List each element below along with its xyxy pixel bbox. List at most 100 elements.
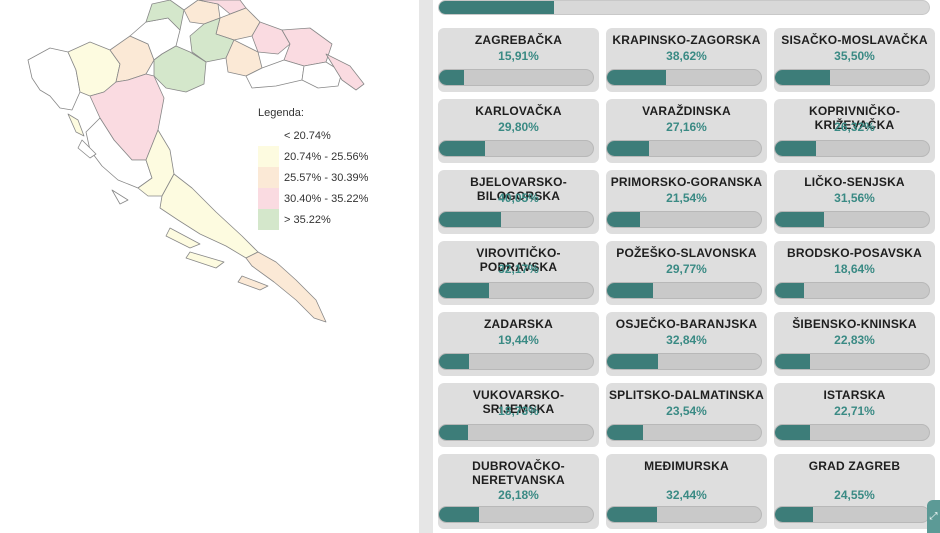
legend-row: 30.40% - 35.22% — [258, 188, 368, 209]
county-card[interactable]: ZAGREBAČKA 15,91% — [438, 28, 599, 92]
county-progress-fill — [439, 212, 501, 227]
legend-row: < 20.74% — [258, 125, 368, 146]
region-splitsko-dalmatinska[interactable] — [159, 173, 259, 259]
county-percentage: 35,50% — [834, 49, 875, 63]
county-card[interactable]: KOPRIVNIČKO-KRIŽEVAČKA 26,32% — [774, 99, 935, 163]
county-name: BJELOVARSKO-BILOGORSKA — [470, 175, 567, 203]
county-card[interactable]: ISTARSKA 22,71% — [774, 383, 935, 447]
county-progress-fill — [775, 212, 824, 227]
county-name: VIROVITIČKO-PODRAVSKA — [476, 246, 561, 274]
county-progress-bar — [774, 211, 930, 228]
county-card[interactable]: SPLITSKO-DALMATINSKA 23,54% — [606, 383, 767, 447]
county-name: PRIMORSKO-GORANSKA — [610, 175, 763, 189]
county-percentage: 29,77% — [666, 262, 707, 276]
county-progress-bar — [774, 140, 930, 157]
legend-swatch — [258, 188, 279, 209]
county-progress-bar — [774, 424, 930, 441]
county-card[interactable]: MEĐIMURSKA 32,44% — [606, 454, 767, 529]
county-percentage: 22,71% — [834, 404, 875, 418]
county-percentage: 40,05% — [498, 191, 539, 205]
panel-divider — [419, 0, 433, 533]
county-card[interactable]: ŠIBENSKO-KNINSKA 22,83% — [774, 312, 935, 376]
county-percentage: 22,83% — [834, 333, 875, 347]
region-viroviticko-podravska[interactable] — [251, 21, 291, 55]
county-progress-bar — [606, 282, 762, 299]
region-osjecko-baranjska[interactable] — [281, 27, 333, 67]
county-card[interactable]: DUBROVAČKO-NERETVANSKA 26,18% — [438, 454, 599, 529]
county-progress-bar — [438, 353, 594, 370]
county-name: ZAGREBAČKA — [474, 33, 563, 47]
legend-swatch — [258, 146, 279, 167]
county-card[interactable]: LIČKO-SENJSKA 31,56% — [774, 170, 935, 234]
overall-progress-fill — [439, 1, 555, 14]
county-percentage: 32,84% — [666, 333, 707, 347]
county-name: GRAD ZAGREB — [808, 459, 901, 473]
legend-label: 25.57% - 30.39% — [284, 171, 369, 184]
county-progress-fill — [607, 212, 641, 227]
county-name: KRAPINSKO-ZAGORSKA — [612, 33, 761, 47]
county-name: BRODSKO-POSAVSKA — [787, 246, 922, 260]
county-percentage: 15,91% — [498, 49, 539, 63]
county-name: VUKOVARSKO-SRIJEMSKA — [472, 388, 565, 416]
legend: Legenda: < 20.74% 20.74% - 25.56% 25.57%… — [258, 107, 368, 230]
legend-row: 25.57% - 30.39% — [258, 167, 368, 188]
region-dubrovacko-neretvanska[interactable] — [245, 251, 327, 323]
legend-label: < 20.74% — [284, 129, 331, 142]
croatia-map[interactable] — [20, 0, 380, 330]
county-card[interactable]: POŽEŠKO-SLAVONSKA 29,77% — [606, 241, 767, 305]
county-name: SISAČKO-MOSLAVAČKA — [781, 33, 928, 47]
county-percentage: 32,17% — [498, 262, 539, 276]
county-name: SPLITSKO-DALMATINSKA — [608, 388, 765, 402]
county-card[interactable]: VUKOVARSKO-SRIJEMSKA 18,73% — [438, 383, 599, 447]
legend-swatch — [258, 167, 279, 188]
county-progress-bar — [606, 211, 762, 228]
county-card[interactable]: OSJEČKO-BARANJSKA 32,84% — [606, 312, 767, 376]
county-card[interactable]: BRODSKO-POSAVSKA 18,64% — [774, 241, 935, 305]
county-progress-fill — [775, 425, 810, 440]
county-progress-bar — [438, 211, 594, 228]
county-card[interactable]: KARLOVAČKA 29,80% — [438, 99, 599, 163]
county-percentage: 29,80% — [498, 120, 539, 134]
county-progress-bar — [606, 69, 762, 86]
legend-label: > 35.22% — [284, 213, 331, 226]
county-progress-bar — [774, 282, 930, 299]
county-progress-fill — [607, 507, 657, 522]
county-name: ŠIBENSKO-KNINSKA — [792, 317, 917, 331]
county-name: LIČKO-SENJSKA — [804, 175, 905, 189]
county-progress-fill — [775, 283, 804, 298]
county-progress-fill — [607, 70, 667, 85]
county-progress-fill — [439, 141, 485, 156]
legend-row: > 35.22% — [258, 209, 368, 230]
county-name: VARAŽDINSKA — [642, 104, 731, 118]
region-istarska[interactable] — [27, 47, 81, 111]
county-progress-fill — [607, 141, 649, 156]
county-card[interactable]: VARAŽDINSKA 27,16% — [606, 99, 767, 163]
county-name: MEĐIMURSKA — [644, 459, 729, 473]
county-card[interactable]: GRAD ZAGREB 24,55% — [774, 454, 935, 529]
legend-title: Legenda: — [258, 107, 304, 119]
county-card[interactable]: VIROVITIČKO-PODRAVSKA 32,17% — [438, 241, 599, 305]
county-percentage: 38,62% — [666, 49, 707, 63]
county-progress-fill — [775, 507, 813, 522]
county-progress-fill — [775, 141, 816, 156]
county-progress-bar — [438, 140, 594, 157]
region-vukovarsko-srijemska[interactable] — [301, 61, 343, 89]
county-card[interactable]: BJELOVARSKO-BILOGORSKA 40,05% — [438, 170, 599, 234]
legend-label: 30.40% - 35.22% — [284, 192, 369, 205]
county-progress-fill — [439, 70, 464, 85]
county-percentage: 19,44% — [498, 333, 539, 347]
county-progress-fill — [439, 425, 468, 440]
county-progress-bar — [606, 506, 762, 523]
county-card[interactable]: ZADARSKA 19,44% — [438, 312, 599, 376]
county-percentage: 31,56% — [834, 191, 875, 205]
county-card[interactable]: PRIMORSKO-GORANSKA 21,54% — [606, 170, 767, 234]
county-percentage: 24,55% — [834, 488, 875, 502]
county-card[interactable]: KRAPINSKO-ZAGORSKA 38,62% — [606, 28, 767, 92]
county-progress-bar — [438, 69, 594, 86]
expand-icon[interactable]: ⤢ — [927, 500, 940, 533]
county-progress-fill — [607, 283, 653, 298]
region-sisacko-moslavacka[interactable] — [153, 45, 207, 93]
county-card[interactable]: SISAČKO-MOSLAVAČKA 35,50% — [774, 28, 935, 92]
county-name: OSJEČKO-BARANJSKA — [615, 317, 758, 331]
overall-progress-bar — [438, 0, 930, 15]
